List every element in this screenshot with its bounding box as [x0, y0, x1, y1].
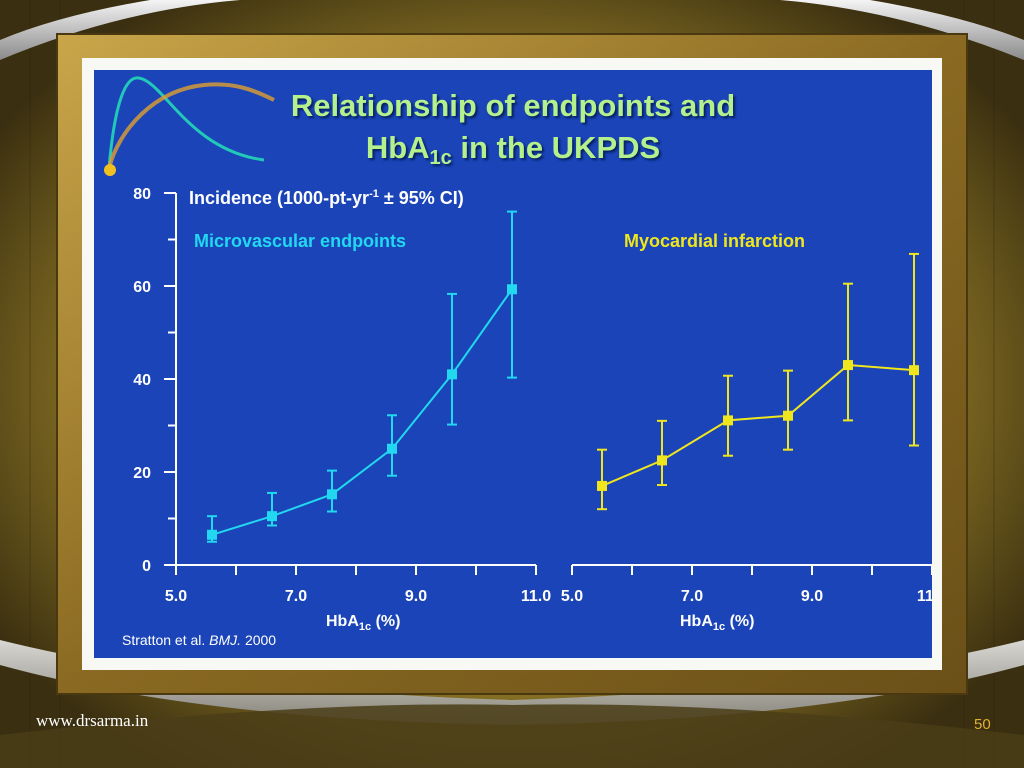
- data-point: [447, 369, 457, 380]
- x-tick-label-7.0: 7.0: [285, 588, 307, 605]
- y-tick-label-80: 80: [133, 186, 151, 203]
- x-axis-label-right: HbA1c (%): [680, 613, 755, 634]
- plot-area: 0 20 40 60 80 5.0 7.0 9.0 11.0 5.0 7.0 9.0 11.0: [133, 186, 932, 605]
- logo-curve-icon: [104, 76, 275, 176]
- y-axis-label: Incidence (1000-pt-yr-1 ± 95% CI): [189, 188, 464, 208]
- x-tick-label-5.0: 5.0: [165, 588, 187, 605]
- series-line-2: [601, 364, 915, 487]
- data-point: [843, 360, 853, 371]
- x-axis-label-left: HbA1c (%): [326, 613, 401, 634]
- data-point: [723, 415, 733, 426]
- data-point: [267, 511, 277, 522]
- data-point: [909, 365, 919, 376]
- chart-slide: Relationship of endpoints and HbA1c in t…: [94, 70, 932, 658]
- data-point: [387, 443, 397, 454]
- x-tick-label-11.0: 11.0: [917, 588, 932, 605]
- y-tick-label-0: 0: [142, 558, 151, 575]
- y-tick-label-60: 60: [133, 279, 151, 296]
- chart-title-line2: HbA1c in the UKPDS: [365, 130, 661, 169]
- x-tick-label-5.0: 5.0: [561, 588, 583, 605]
- chart-title-line1: Relationship of endpoints and: [290, 88, 736, 123]
- series-line-1: [211, 288, 513, 536]
- series-label-microvascular: Microvascular endpoints: [194, 231, 407, 251]
- website-url: www.drsarma.in: [36, 711, 149, 730]
- data-point: [597, 480, 607, 491]
- data-point: [657, 455, 667, 466]
- x-tick-label-9.0: 9.0: [405, 588, 427, 605]
- series-label-myocardial-infarction: Myocardial infarction: [624, 231, 806, 251]
- data-point: [507, 284, 517, 295]
- data-point: [327, 489, 337, 500]
- x-tick-label-9.0: 9.0: [801, 588, 823, 605]
- x-tick-label-11.0: 11.0: [521, 588, 551, 605]
- citation: Stratton et al. BMJ. 2000: [122, 632, 277, 648]
- y-tick-label-20: 20: [133, 465, 151, 482]
- y-tick-label-40: 40: [133, 372, 151, 389]
- x-tick-label-7.0: 7.0: [681, 588, 703, 605]
- page-number: 50: [974, 716, 991, 733]
- data-point: [783, 410, 793, 421]
- data-point: [207, 529, 217, 540]
